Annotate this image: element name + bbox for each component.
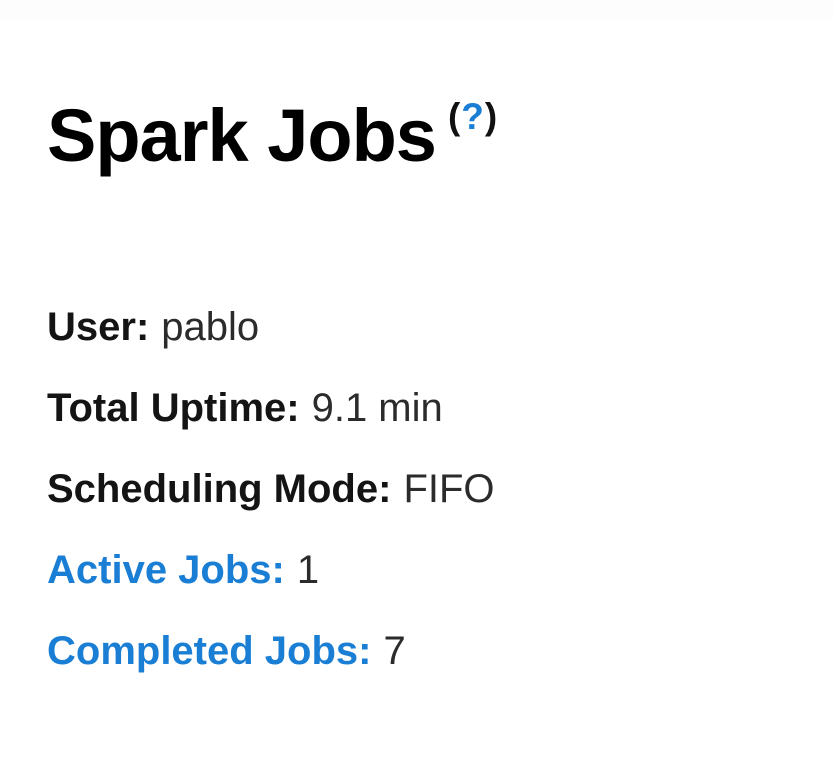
summary-row-active-jobs: Active Jobs: 1 [47,530,495,611]
summary-row-scheduling-mode: Scheduling Mode: FIFO [47,449,495,530]
help-open-paren: ( [447,96,461,138]
user-label: User: [47,305,150,349]
summary-row-completed-jobs: Completed Jobs: 7 [47,611,495,692]
scheduling-mode-value: FIFO [403,467,495,511]
completed-jobs-link[interactable]: Completed Jobs: [47,629,372,673]
summary-row-total-uptime: Total Uptime: 9.1 min [47,368,495,449]
page-title-text: Spark Jobs [47,94,437,177]
scheduling-mode-label: Scheduling Mode: [47,467,392,511]
summary-row-user: User: pablo [47,287,495,368]
total-uptime-value: 9.1 min [311,386,443,430]
job-summary-list: User: pablo Total Uptime: 9.1 min Scheduli… [47,287,495,692]
user-value: pablo [161,305,260,349]
help-close-paren: ) [484,96,498,138]
completed-jobs-count: 7 [383,629,406,673]
page-title: Spark Jobs (?) [47,92,497,180]
help-annotation: (?) [448,96,497,137]
total-uptime-label: Total Uptime: [47,386,300,430]
active-jobs-count: 1 [296,548,320,592]
top-edge-band [0,0,833,20]
help-link-icon[interactable]: ? [461,96,484,138]
active-jobs-link[interactable]: Active Jobs: [47,548,285,592]
